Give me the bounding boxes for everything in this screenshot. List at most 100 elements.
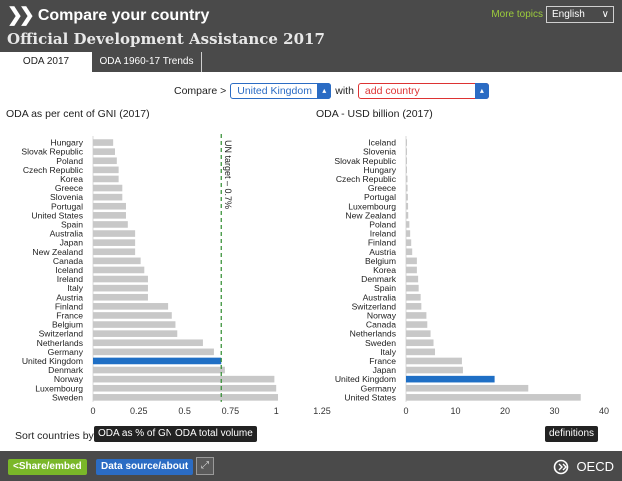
- select-arrows-icon: ▴: [474, 83, 489, 99]
- category-label: United States: [344, 392, 396, 402]
- category-label: Iceland: [55, 265, 83, 275]
- category-label: Sweden: [365, 338, 396, 348]
- bar-greece: [93, 184, 123, 192]
- share-embed-button[interactable]: <Share/embed: [8, 459, 87, 475]
- tick-label: 0.5: [178, 406, 191, 416]
- bar-slovenia: [93, 193, 123, 201]
- footer-bar: <Share/embed Data source/about ⤢ OECD: [0, 451, 622, 481]
- header-bar: ❯❯ Compare your country More topics Engl…: [0, 0, 622, 52]
- bar-italy: [406, 348, 436, 356]
- category-label: Czech Republic: [23, 165, 84, 175]
- bar-finland: [93, 303, 169, 310]
- category-label: France: [369, 356, 396, 366]
- bar-czech-republic: [406, 175, 408, 183]
- bar-iceland: [406, 139, 407, 146]
- tab-oda-trends[interactable]: ODA 1960-17 Trends: [92, 52, 202, 72]
- category-label: New Zealand: [345, 210, 396, 220]
- bar-canada: [93, 257, 141, 265]
- category-label: Poland: [369, 219, 396, 229]
- bar-finland: [406, 239, 412, 246]
- bar-luxembourg: [93, 384, 277, 392]
- bar-australia: [93, 230, 136, 237]
- add-country-select[interactable]: add country ▴: [357, 83, 489, 99]
- bar-portugal: [406, 193, 408, 201]
- bar-greece: [406, 184, 408, 192]
- data-source-button[interactable]: Data source/about: [96, 459, 194, 475]
- sort-by-total-button[interactable]: ODA total volume: [171, 426, 257, 442]
- language-select[interactable]: English ∨: [546, 6, 614, 23]
- bar-denmark: [93, 366, 225, 374]
- bar-norway: [406, 312, 427, 319]
- tick-label: 10: [450, 406, 460, 416]
- bar-netherlands: [406, 330, 431, 337]
- category-label: Switzerland: [352, 301, 397, 311]
- oecd-wordmark: OECD: [576, 459, 614, 474]
- double-chevron-icon: ❯❯: [7, 5, 35, 26]
- category-label: Denmark: [48, 365, 84, 375]
- category-label: Portugal: [364, 192, 396, 202]
- bar-france: [93, 312, 172, 319]
- bar-denmark: [406, 275, 419, 283]
- category-label: United States: [31, 210, 83, 220]
- bar-netherlands: [93, 339, 203, 347]
- category-label: Ireland: [370, 229, 396, 239]
- un-target-label: UN target – 0.7%: [223, 140, 233, 209]
- with-label: with: [335, 85, 354, 97]
- country-select-value: United Kingdom: [237, 85, 312, 97]
- bar-slovak-republic: [93, 148, 115, 155]
- bar-portugal: [93, 202, 126, 210]
- chart-title-usd: ODA - USD billion (2017): [316, 108, 433, 120]
- compare-row: Compare > United Kingdom ▴ with add coun…: [174, 83, 489, 99]
- category-label: Portugal: [51, 201, 83, 211]
- category-label: Austria: [369, 247, 396, 257]
- more-topics-link[interactable]: More topics: [491, 9, 543, 20]
- tick-label: 0: [90, 406, 95, 416]
- category-label: Slovak Republic: [21, 147, 83, 157]
- oecd-logo: OECD: [553, 459, 614, 475]
- category-label: Japan: [60, 238, 84, 248]
- bar-italy: [93, 284, 148, 292]
- share-label: Share/embed: [18, 461, 82, 472]
- bar-japan: [406, 366, 463, 374]
- category-label: Luxembourg: [348, 201, 396, 211]
- category-label: Slovak Republic: [334, 156, 396, 166]
- sort-by-pct-button[interactable]: ODA as % of GNI: [94, 426, 180, 442]
- tick-label: 1.25: [313, 406, 331, 416]
- category-label: Australia: [50, 229, 84, 239]
- app-title: Compare your country: [37, 7, 210, 24]
- tick-label: 40: [599, 406, 609, 416]
- brand: ❯❯ Compare your country: [7, 6, 209, 26]
- bar-korea: [93, 175, 119, 183]
- category-label: Norway: [54, 374, 84, 384]
- category-label: Canada: [53, 256, 83, 266]
- bar-austria: [406, 248, 413, 256]
- bar-belgium: [406, 257, 417, 265]
- category-label: Hungary: [364, 165, 397, 175]
- country-select[interactable]: United Kingdom ▴: [230, 83, 332, 99]
- tab-oda-2017[interactable]: ODA 2017: [0, 52, 92, 72]
- bar-france: [406, 357, 462, 365]
- bar-hungary: [406, 166, 407, 174]
- bar-ireland: [93, 275, 148, 283]
- bar-spain: [93, 221, 128, 228]
- category-label: Netherlands: [37, 338, 83, 348]
- definitions-button[interactable]: definitions: [545, 426, 599, 442]
- category-label: Denmark: [361, 274, 397, 284]
- sort-label: Sort countries by: [15, 430, 94, 442]
- tick-label: 0.25: [130, 406, 148, 416]
- category-label: Italy: [67, 283, 83, 293]
- bar-belgium: [93, 321, 176, 328]
- tab-bar: ODA 2017 ODA 1960-17 Trends: [0, 52, 622, 72]
- category-label: Korea: [373, 265, 396, 275]
- bar-czech-republic: [93, 166, 119, 174]
- category-label: Belgium: [52, 320, 83, 330]
- bar-sweden: [93, 394, 279, 401]
- expand-icon[interactable]: ⤢: [196, 457, 214, 475]
- tick-label: 20: [500, 406, 510, 416]
- tick-label: 0.75: [222, 406, 240, 416]
- category-label: Greece: [368, 183, 396, 193]
- category-label: Iceland: [368, 138, 396, 148]
- bar-ireland: [406, 230, 411, 237]
- bar-united-kingdom: [93, 357, 222, 365]
